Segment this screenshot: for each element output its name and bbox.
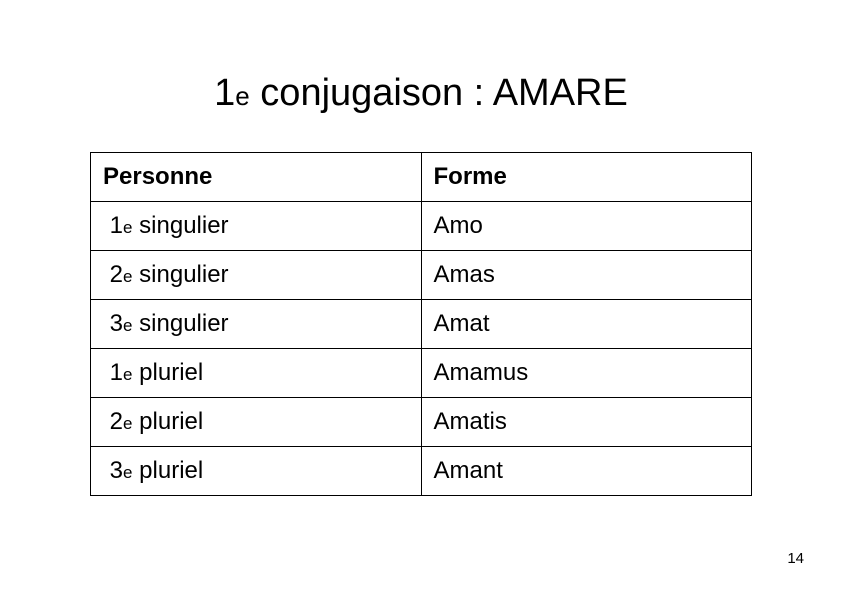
person-label: singulier (133, 310, 229, 337)
cell-forme: Amatis (421, 398, 752, 447)
ord-suffix: e (123, 365, 132, 384)
cell-forme: Amant (421, 447, 752, 496)
page-number: 14 (787, 550, 804, 567)
cell-forme: Amas (421, 251, 752, 300)
cell-personne: 3e singulier (91, 300, 422, 349)
table-row: 3e singulier Amat (91, 300, 752, 349)
ord-num: 1 (110, 359, 123, 386)
ord-suffix: e (123, 267, 132, 286)
header-personne: Personne (91, 153, 422, 202)
page-title: 1e conjugaison : AMARE (0, 72, 842, 115)
title-ordinal-suffix: e (235, 81, 249, 111)
ord-suffix: e (123, 316, 132, 335)
ord-num: 2 (110, 261, 123, 288)
person-label: singulier (133, 261, 229, 288)
cell-forme: Amamus (421, 349, 752, 398)
ord-suffix: e (123, 414, 132, 433)
ord-num: 3 (110, 457, 123, 484)
cell-personne: 1e singulier (91, 202, 422, 251)
table-row: 1e singulier Amo (91, 202, 752, 251)
person-label: pluriel (133, 359, 204, 386)
cell-personne: 3e pluriel (91, 447, 422, 496)
person-label: pluriel (133, 457, 204, 484)
table-row: 2e singulier Amas (91, 251, 752, 300)
table-header-row: Personne Forme (91, 153, 752, 202)
ord-num: 3 (110, 310, 123, 337)
slide: 1e conjugaison : AMARE Personne Forme 1e… (0, 0, 842, 595)
header-forme: Forme (421, 153, 752, 202)
ord-num: 1 (110, 212, 123, 239)
title-text: conjugaison : AMARE (250, 72, 628, 114)
person-label: singulier (133, 212, 229, 239)
title-ordinal-number: 1 (214, 72, 235, 114)
cell-personne: 2e pluriel (91, 398, 422, 447)
ord-num: 2 (110, 408, 123, 435)
person-label: pluriel (133, 408, 204, 435)
cell-personne: 1e pluriel (91, 349, 422, 398)
cell-forme: Amat (421, 300, 752, 349)
cell-personne: 2e singulier (91, 251, 422, 300)
table-row: 2e pluriel Amatis (91, 398, 752, 447)
ord-suffix: e (123, 463, 132, 482)
conjugation-table: Personne Forme 1e singulier Amo 2e singu… (90, 152, 752, 496)
cell-forme: Amo (421, 202, 752, 251)
table-row: 1e pluriel Amamus (91, 349, 752, 398)
ord-suffix: e (123, 218, 132, 237)
table-row: 3e pluriel Amant (91, 447, 752, 496)
